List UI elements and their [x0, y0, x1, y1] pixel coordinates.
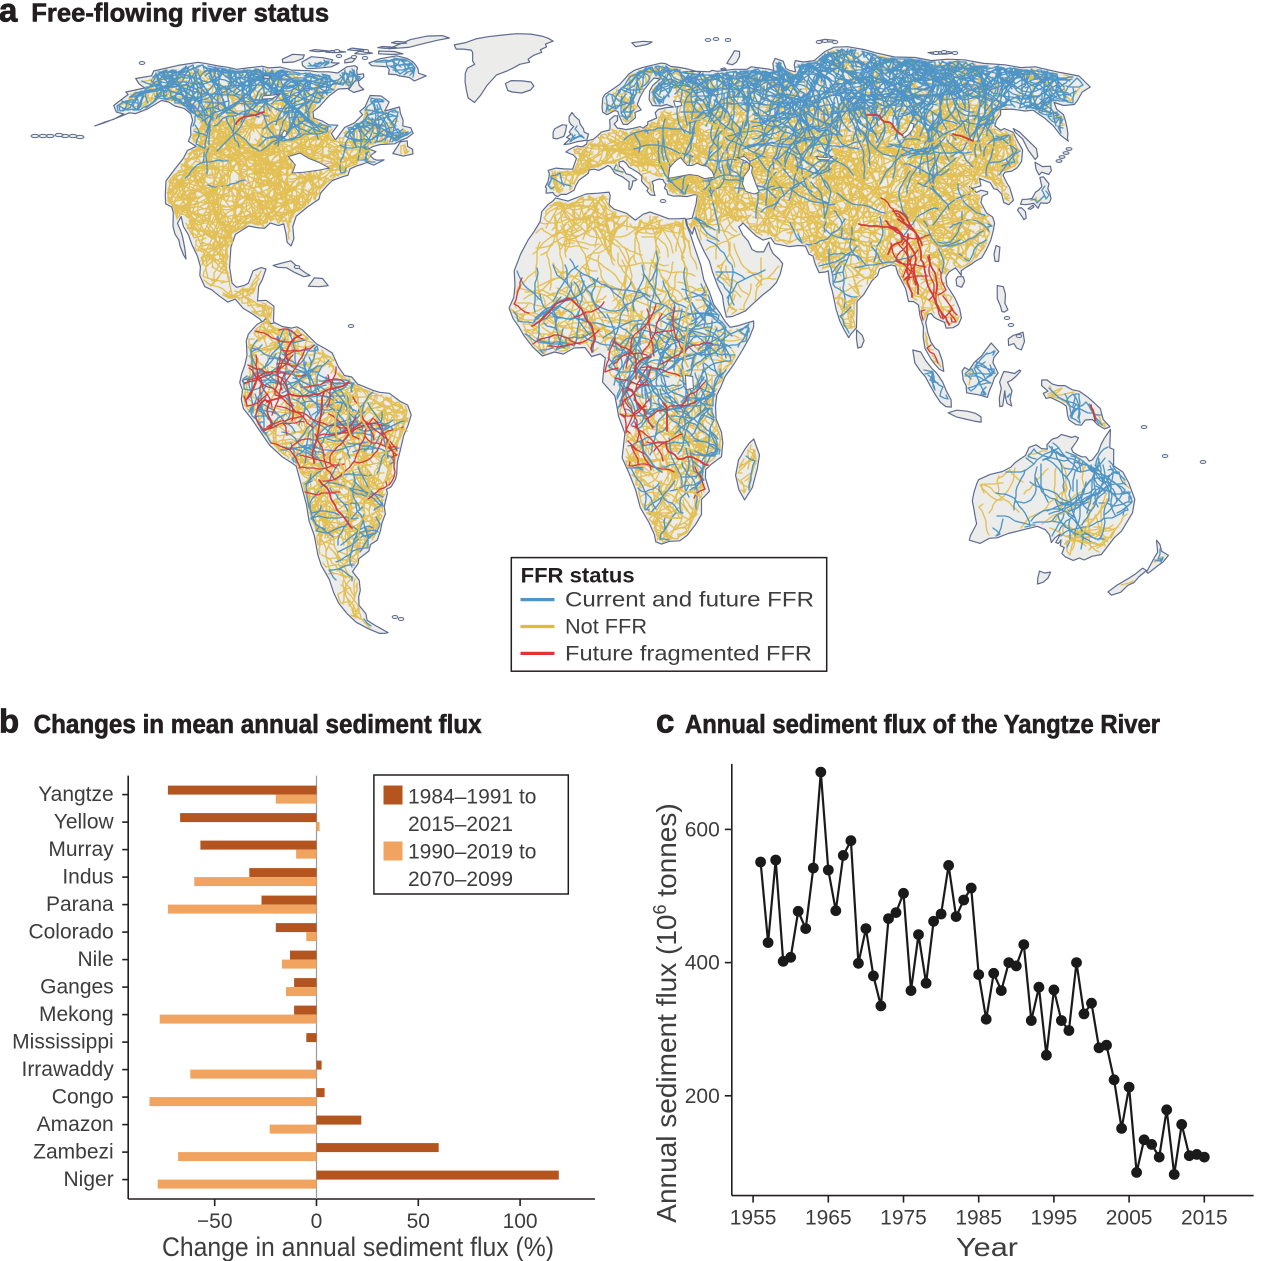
svg-text:1955: 1955 — [730, 1207, 777, 1230]
svg-text:Colorado: Colorado — [28, 921, 113, 944]
svg-text:0: 0 — [311, 1210, 323, 1233]
svg-text:Mississippi: Mississippi — [12, 1031, 114, 1054]
svg-text:Yangtze: Yangtze — [38, 783, 114, 806]
svg-text:Annual sediment flux (106 tonn: Annual sediment flux (106 tonnes) — [650, 803, 682, 1222]
svg-text:Congo: Congo — [52, 1086, 114, 1109]
svg-text:200: 200 — [685, 1085, 720, 1108]
svg-text:1990–2019 to: 1990–2019 to — [408, 841, 536, 864]
svg-text:Indus: Indus — [62, 866, 113, 889]
svg-text:1985: 1985 — [955, 1207, 1002, 1230]
svg-text:Year: Year — [956, 1232, 1018, 1261]
svg-text:Changes in mean annual sedimen: Changes in mean annual sediment flux — [34, 711, 482, 739]
svg-text:Annual sediment flux of the Ya: Annual sediment flux of the Yangtze Rive… — [685, 711, 1160, 739]
svg-text:Irrawaddy: Irrawaddy — [21, 1058, 114, 1081]
svg-text:Not FFR: Not FFR — [565, 615, 647, 639]
svg-text:FFR status: FFR status — [521, 564, 635, 588]
svg-text:Amazon: Amazon — [37, 1113, 114, 1136]
svg-text:Mekong: Mekong — [39, 1003, 114, 1026]
svg-text:Free-flowing river status: Free-flowing river status — [31, 0, 329, 27]
svg-text:1965: 1965 — [805, 1207, 852, 1230]
svg-text:600: 600 — [685, 818, 720, 841]
svg-text:50: 50 — [407, 1210, 430, 1233]
svg-text:Future fragmented FFR: Future fragmented FFR — [565, 641, 812, 665]
svg-text:1995: 1995 — [1031, 1207, 1078, 1230]
svg-text:2015: 2015 — [1181, 1207, 1228, 1230]
svg-text:Zambezi: Zambezi — [33, 1141, 114, 1164]
svg-text:2005: 2005 — [1106, 1207, 1153, 1230]
svg-text:Current and future FFR: Current and future FFR — [565, 588, 814, 612]
svg-text:1984–1991 to: 1984–1991 to — [408, 786, 536, 809]
svg-text:Ganges: Ganges — [40, 976, 114, 999]
svg-text:a: a — [0, 0, 18, 29]
svg-text:Change in annual sediment flux: Change in annual sediment flux (%) — [162, 1232, 554, 1261]
svg-text:400: 400 — [685, 952, 720, 975]
svg-text:b: b — [0, 703, 19, 740]
svg-text:Parana: Parana — [46, 893, 114, 916]
svg-text:c: c — [656, 703, 674, 740]
svg-text:2015–2021: 2015–2021 — [408, 813, 513, 836]
svg-text:100: 100 — [503, 1210, 538, 1233]
svg-text:−50: −50 — [197, 1210, 233, 1233]
svg-text:2070–2099: 2070–2099 — [408, 868, 513, 891]
svg-text:Nile: Nile — [78, 948, 114, 971]
svg-text:Murray: Murray — [48, 838, 114, 861]
svg-text:Yellow: Yellow — [54, 811, 115, 834]
svg-text:1975: 1975 — [880, 1207, 927, 1230]
svg-text:Niger: Niger — [64, 1168, 114, 1191]
